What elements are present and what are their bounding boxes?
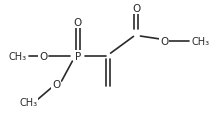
Text: CH₃: CH₃ — [8, 52, 26, 61]
Text: O: O — [132, 4, 140, 14]
Text: O: O — [74, 18, 82, 28]
Text: O: O — [52, 80, 60, 90]
Text: O: O — [160, 37, 168, 47]
Text: CH₃: CH₃ — [192, 37, 210, 47]
Text: CH₃: CH₃ — [19, 97, 37, 107]
Text: O: O — [39, 52, 47, 61]
Text: P: P — [75, 52, 81, 61]
